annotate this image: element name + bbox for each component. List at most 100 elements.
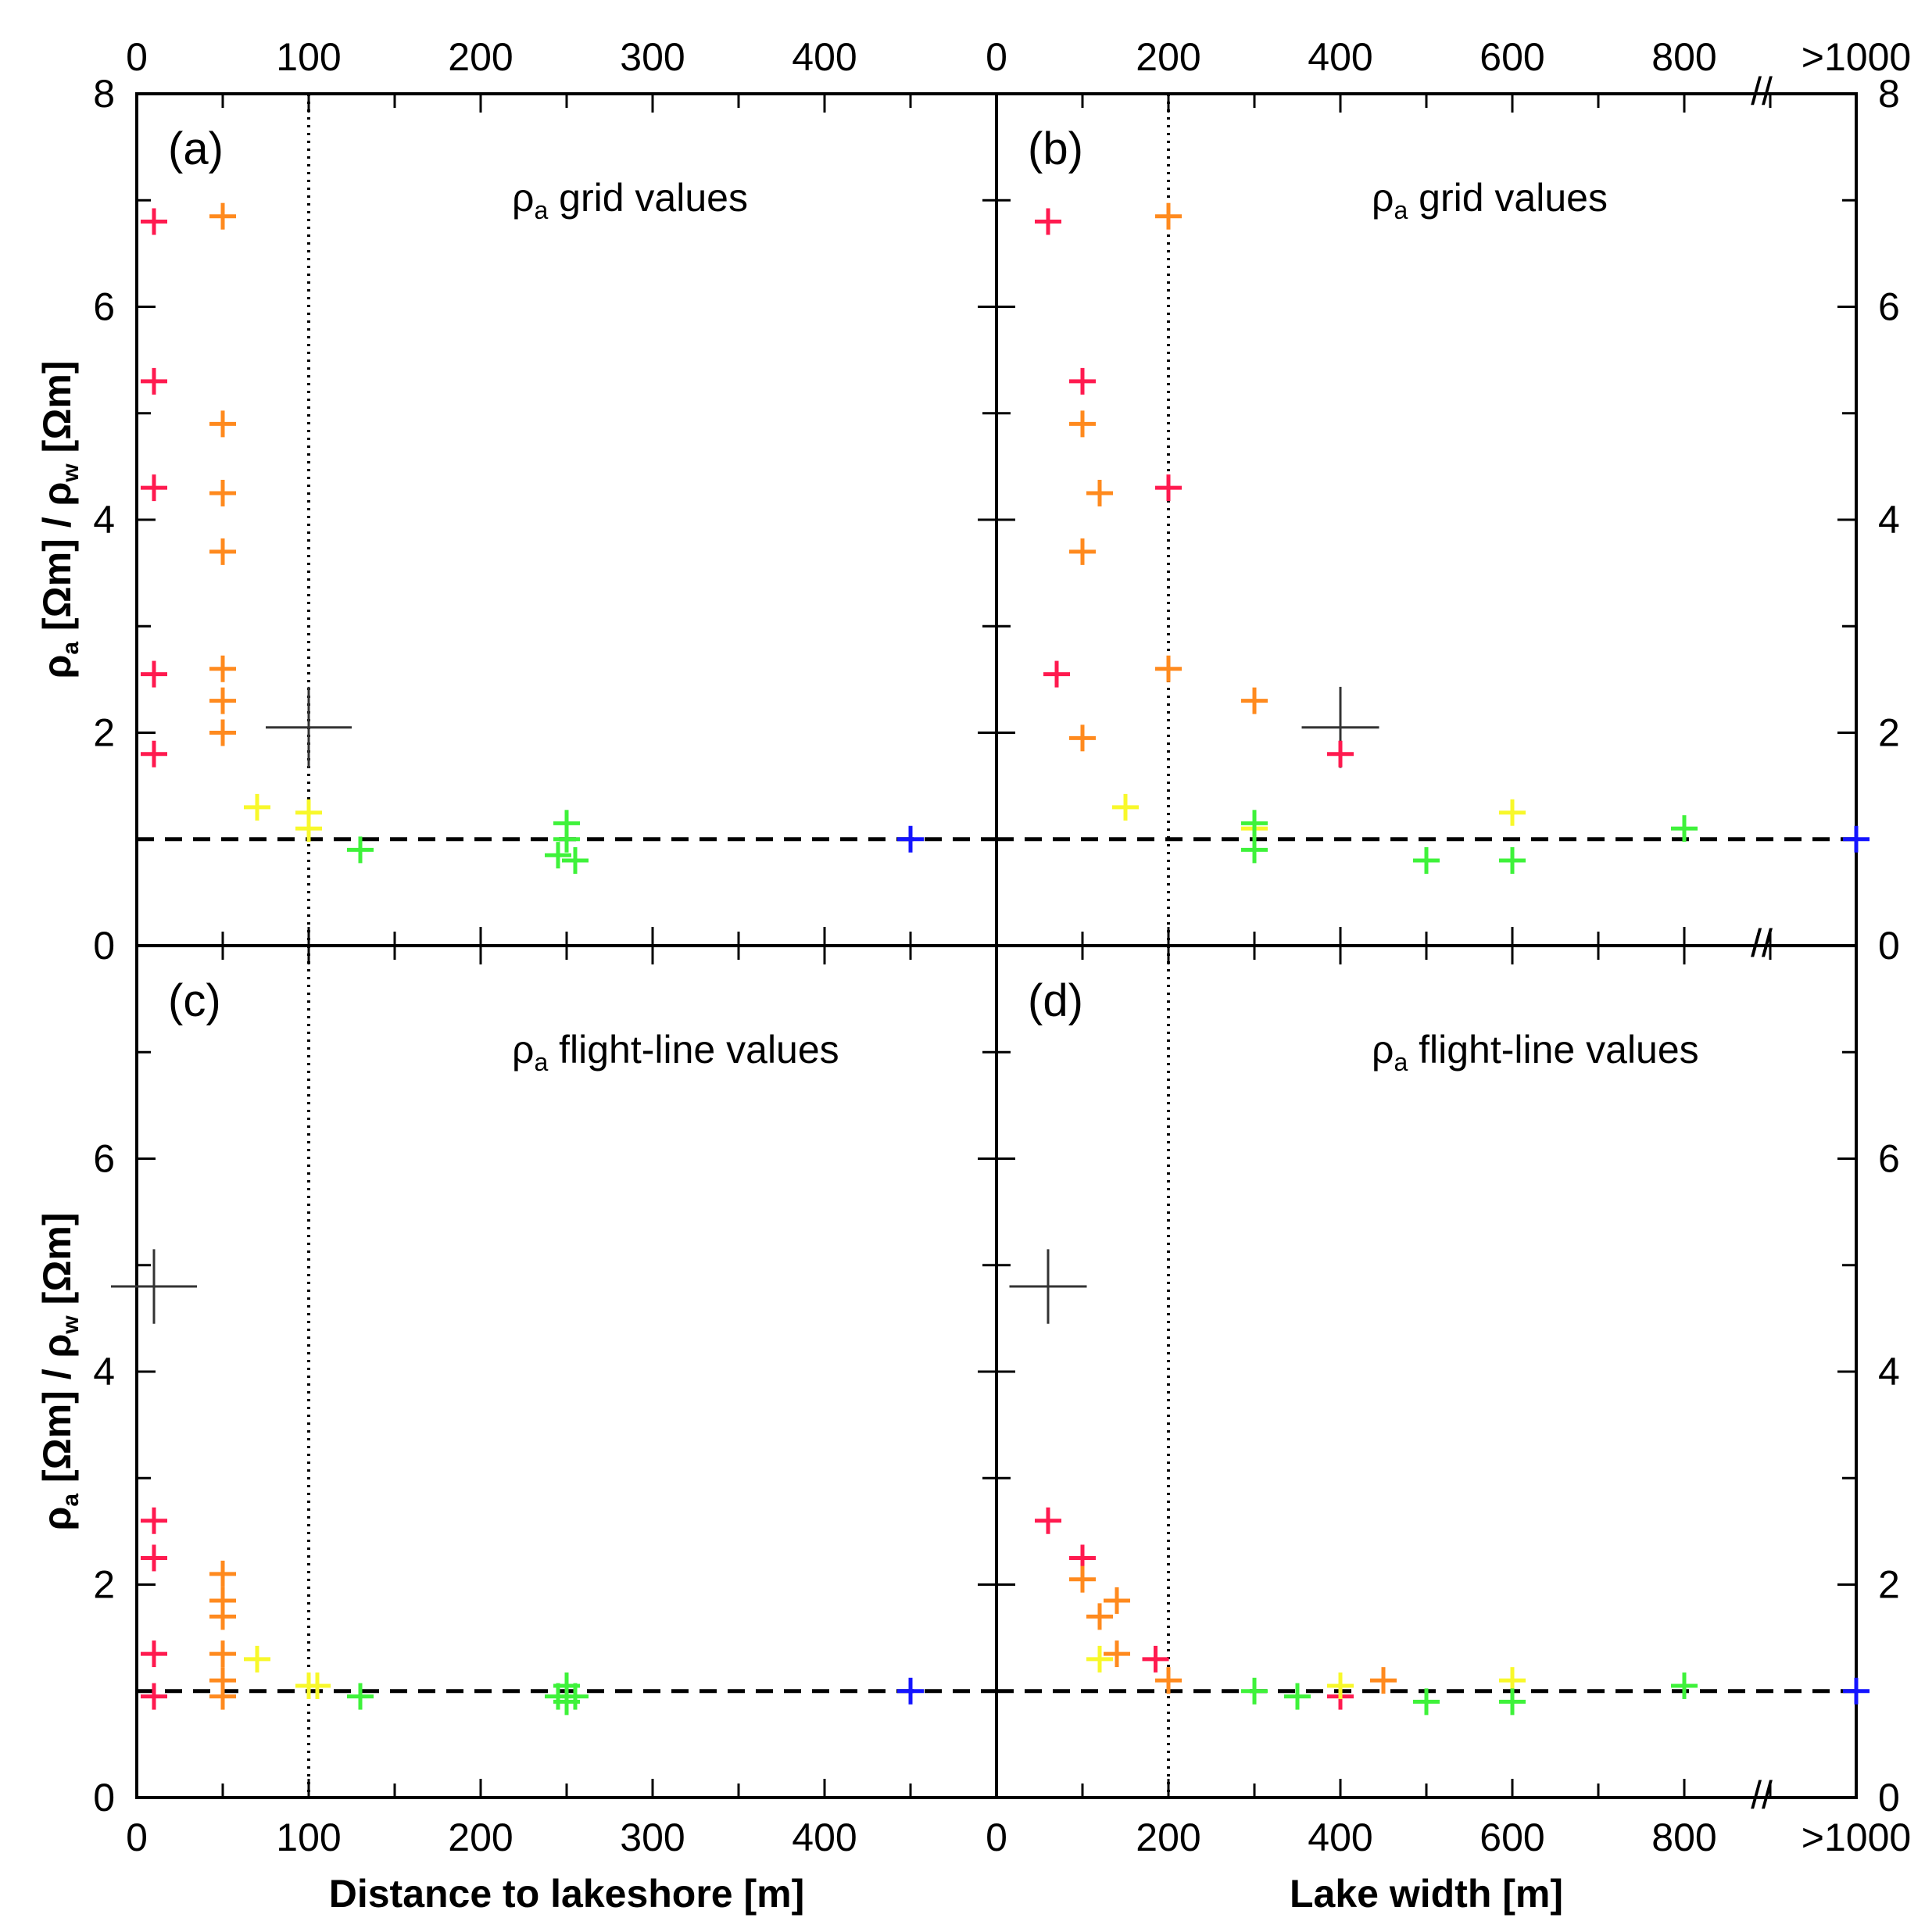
y-tick-label-left: 6 (93, 1137, 115, 1181)
data-point-orange (209, 1603, 236, 1630)
data-point-green (1413, 1688, 1440, 1716)
data-point-yellow (244, 793, 270, 821)
data-point-red (141, 1640, 167, 1668)
x-tick-label: 100 (276, 35, 341, 79)
data-point-red (141, 740, 167, 767)
y-tick-label-left: 6 (93, 285, 115, 329)
x-tick-label: 800 (1651, 1816, 1716, 1859)
x-tick-label: 200 (448, 1816, 513, 1859)
data-point-orange (209, 1560, 236, 1587)
x-tick-label: 400 (1308, 35, 1372, 79)
x-tick-label: 400 (792, 35, 857, 79)
x-tick-label: 600 (1480, 35, 1544, 79)
data-point-red (141, 474, 167, 502)
y-tick-label-right: 6 (1878, 1137, 1900, 1181)
data-point-orange (1069, 410, 1096, 438)
data-point-orange (1086, 479, 1113, 506)
y-tick-label-left: 0 (93, 924, 115, 968)
x-tick-label: 0 (986, 35, 1007, 79)
y-tick-label-left: 2 (93, 711, 115, 755)
x-tick-label: >1000 (1802, 1816, 1911, 1859)
panel-frame (135, 944, 998, 1799)
data-point-blue (897, 825, 924, 853)
x-tick-label: 100 (276, 1816, 341, 1859)
x-tick-label: 300 (620, 35, 685, 79)
data-point-orange (1069, 1565, 1096, 1593)
data-point-orange (209, 719, 236, 746)
data-point-green (1671, 1672, 1698, 1699)
data-point-green (1413, 847, 1440, 874)
panel-label: (d) (1028, 975, 1083, 1026)
x-tick-label: 200 (1136, 35, 1200, 79)
y-tick-label-left: 4 (93, 498, 115, 542)
data-marks (111, 202, 1870, 1716)
data-point-green (1241, 1677, 1268, 1705)
y-tick-label-right: 0 (1878, 924, 1900, 968)
y-tick-label-right: 2 (1878, 711, 1900, 755)
panel-frame (995, 944, 1858, 1799)
data-point-red (1035, 1507, 1061, 1534)
data-point-green (347, 836, 374, 864)
data-point-red (1069, 367, 1096, 395)
data-point-green (1499, 847, 1526, 874)
data-point-orange (1241, 687, 1268, 714)
panel-label: (b) (1028, 123, 1083, 174)
data-point-red (141, 367, 167, 395)
y-tick-label-left: 8 (93, 72, 115, 116)
data-point-yellow (295, 815, 322, 843)
data-point-red (141, 1683, 167, 1710)
x-tick-label: 600 (1480, 1816, 1544, 1859)
x-tick-label: 400 (792, 1816, 857, 1859)
data-point-green (1241, 836, 1268, 864)
data-point-blue (897, 1677, 924, 1705)
data-point-orange (1155, 1667, 1182, 1694)
x-tick-label: 400 (1308, 1816, 1372, 1859)
data-point-yellow (1112, 793, 1139, 821)
panel-annotation: ρa flight-line values (1372, 1028, 1699, 1076)
data-point-orange (209, 202, 236, 230)
data-point-yellow (1086, 1645, 1113, 1673)
data-point-orange (209, 655, 236, 682)
data-point-orange (209, 410, 236, 438)
y-tick-label-left: 2 (93, 1563, 115, 1607)
axis-break-mark: // (1751, 1773, 1773, 1817)
y-tick-label-right: 2 (1878, 1563, 1900, 1607)
data-point-green (553, 1688, 580, 1716)
panel-annotation: ρa grid values (512, 176, 748, 224)
data-point-yellow (304, 1672, 331, 1699)
data-point-yellow (1327, 1672, 1354, 1699)
data-point-green (562, 847, 589, 874)
x-tick-label: >1000 (1802, 35, 1911, 79)
data-point-green (1284, 1683, 1311, 1710)
data-point-orange (1155, 202, 1182, 230)
data-point-red (141, 1507, 167, 1534)
data-point-orange (1104, 1587, 1130, 1614)
data-point-red (1035, 208, 1061, 235)
data-point-orange (1069, 724, 1096, 752)
data-point-blue (1843, 1677, 1870, 1705)
data-point-red (1142, 1645, 1169, 1673)
axis-break-mark: // (1751, 70, 1773, 113)
data-point-green (347, 1683, 374, 1710)
data-point-red (1043, 660, 1070, 688)
panel-label: (a) (168, 123, 224, 174)
data-point-red (1327, 740, 1354, 767)
data-point-orange (1104, 1640, 1130, 1668)
data-point-green (1499, 1688, 1526, 1716)
data-point-orange (209, 1640, 236, 1668)
y-tick-label-right: 4 (1878, 498, 1900, 542)
data-point-yellow (244, 1645, 270, 1673)
x-tick-label: 0 (126, 35, 148, 79)
y-tick-label-right: 4 (1878, 1350, 1900, 1394)
y-tick-label-right: 8 (1878, 72, 1900, 116)
panel-annotation: ρa grid values (1372, 176, 1608, 224)
data-point-orange (1069, 538, 1096, 565)
y-tick-label-right: 0 (1878, 1776, 1900, 1819)
data-point-orange (1370, 1667, 1397, 1694)
axis-break-mark: // (1751, 921, 1773, 965)
data-point-red (141, 660, 167, 688)
y-tick-label-right: 6 (1878, 285, 1900, 329)
panel-label: (c) (168, 975, 221, 1026)
